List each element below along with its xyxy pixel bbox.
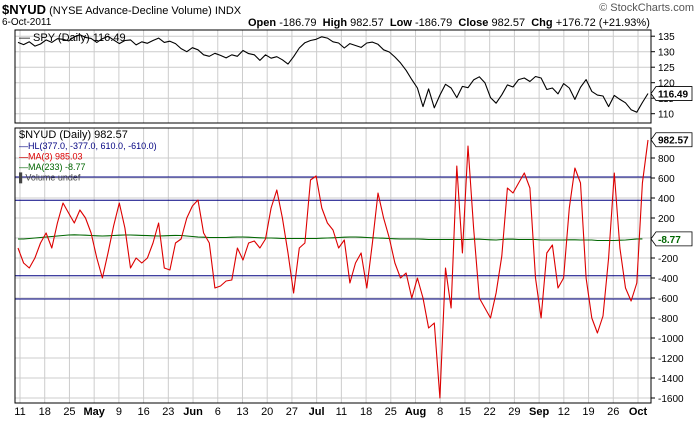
exchange-label: INDX xyxy=(214,5,242,17)
x-tick-label: 20 xyxy=(261,406,273,418)
x-tick-label: 13 xyxy=(236,406,248,418)
x-tick-label: 19 xyxy=(582,406,594,418)
x-tick-label: 26 xyxy=(607,406,619,418)
x-tick-label: 11 xyxy=(336,406,347,418)
y-tick-label: 200 xyxy=(658,214,675,225)
y-tick-label: -1000 xyxy=(658,334,684,345)
price-panel-frame xyxy=(14,29,652,124)
y-tick-label: 120 xyxy=(658,79,675,90)
close-value: 982.57 xyxy=(491,17,526,29)
x-tick-label: 11 xyxy=(14,406,25,418)
y-tick-label: -200 xyxy=(658,254,678,265)
x-tick-label: 12 xyxy=(558,406,570,418)
nyud-last-value-label: 982.57 xyxy=(658,136,689,147)
x-tick-label: Aug xyxy=(405,406,426,418)
low-value: -186.79 xyxy=(414,17,453,29)
y-tick-label: 110 xyxy=(658,110,674,121)
stockcharts-logo[interactable]: © StockCharts.com xyxy=(599,2,694,14)
y-tick-label: -1600 xyxy=(658,394,684,405)
y-tick-label: 130 xyxy=(658,48,675,59)
symbol-full-name: (NYSE Advance-Decline Volume) xyxy=(49,5,212,17)
x-tick-label: 18 xyxy=(360,406,372,418)
x-tick-label: 22 xyxy=(484,406,496,418)
ma233-line xyxy=(18,234,643,242)
legend-entry: —MA(3) 985.03 xyxy=(19,152,83,162)
x-tick-label: 8 xyxy=(437,406,443,418)
x-tick-label: 18 xyxy=(39,406,51,418)
y-tick-label: -1200 xyxy=(658,354,684,365)
spy-last-value-tag xyxy=(650,86,693,101)
x-tick-label: 6 xyxy=(215,406,221,418)
ma233-value-tag xyxy=(650,231,693,247)
axes xyxy=(14,29,655,404)
spy-last-value-label: 116.49 xyxy=(658,90,688,101)
y-tick-label: -1400 xyxy=(658,374,684,385)
y-tick-label: -600 xyxy=(658,294,678,305)
x-tick-label: 15 xyxy=(459,406,471,418)
legend-entry: —MA(233) -8.77 xyxy=(19,162,86,172)
y-tick-label: -800 xyxy=(658,314,678,325)
y-tick-label: 800 xyxy=(658,154,675,165)
x-tick-label: Jun xyxy=(183,406,203,418)
x-tick-label: 9 xyxy=(116,406,122,418)
x-tick-label: Jul xyxy=(309,406,325,418)
y-tick-label: 125 xyxy=(658,63,675,74)
x-tick-label: 16 xyxy=(137,406,149,418)
ma233-value-label: -8.77 xyxy=(658,235,681,246)
series-lines xyxy=(17,34,649,399)
ohlc-readout: Open -186.79 High 982.57 Low -186.79 Clo… xyxy=(248,17,650,29)
nyud-last-value-tag xyxy=(650,132,693,148)
x-tick-label: May xyxy=(83,406,105,418)
y-tick-label: 135 xyxy=(658,32,675,43)
x-tick-label: Oct xyxy=(629,406,648,418)
chart-header-title: $NYUD (NYSE Advance-Decline Volume) INDX xyxy=(2,2,241,17)
x-tick-label: 23 xyxy=(162,406,174,418)
y-tick-label: 400 xyxy=(658,194,675,205)
grid-lines xyxy=(15,30,651,403)
x-tick-label: 25 xyxy=(385,406,397,418)
x-tick-label: Sep xyxy=(529,406,549,418)
x-tick-label: 27 xyxy=(286,406,298,418)
legend: — SPY (Daily) 116.49 $NYUD (Daily) 982.57… xyxy=(19,32,157,184)
chart-date: 6-Oct-2011 xyxy=(2,17,52,28)
ma3-line xyxy=(17,139,649,399)
tick-labels: 11 18 25 May 9 16 23 Jun 6 13 20 27 Jul 11 18 25 Aug 8 15 2… xyxy=(14,32,693,418)
spy-legend-label: — SPY (Daily) 116.49 xyxy=(19,32,126,44)
indicator-panel-frame xyxy=(14,127,652,404)
y-tick-label: -400 xyxy=(658,274,678,285)
spy-price-line xyxy=(17,34,649,113)
open-value: -186.79 xyxy=(279,17,317,29)
y-tick-label: 600 xyxy=(658,174,675,185)
symbol-label: $NYUD xyxy=(2,2,47,17)
hl-band-lines xyxy=(15,176,651,300)
x-tick-label: 25 xyxy=(63,406,75,418)
high-value: 982.57 xyxy=(350,17,384,29)
nyud-legend-title: $NYUD (Daily) 982.57 xyxy=(19,129,128,141)
legend-entry: —HL(377.0, -377.0, 610.0, -610.0) xyxy=(19,141,157,151)
legend-entry: ▌Volume undef xyxy=(19,172,81,184)
change-value: +176.72 (+21.93%) xyxy=(555,17,650,29)
x-tick-label: 29 xyxy=(508,406,520,418)
